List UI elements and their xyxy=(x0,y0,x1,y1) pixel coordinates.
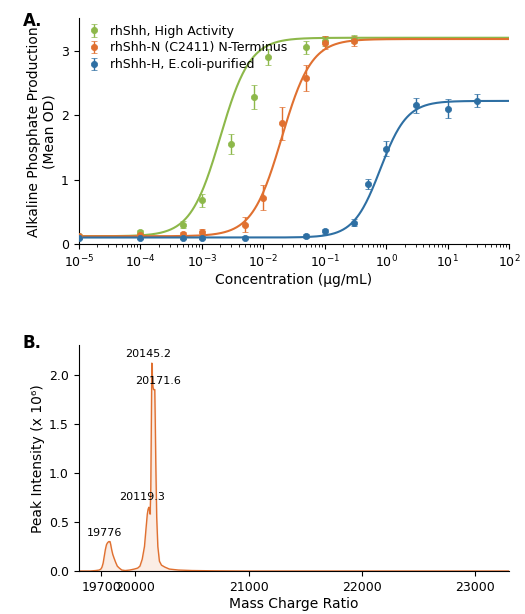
X-axis label: Mass Charge Ratio: Mass Charge Ratio xyxy=(229,597,359,610)
Text: A.: A. xyxy=(23,12,43,29)
X-axis label: Concentration (µg/mL): Concentration (µg/mL) xyxy=(215,273,373,287)
Y-axis label: Peak Intensity (x 10⁶): Peak Intensity (x 10⁶) xyxy=(31,384,45,532)
Text: 20171.6: 20171.6 xyxy=(135,376,181,386)
Text: 20119.3: 20119.3 xyxy=(119,492,165,502)
Legend: rhShh, High Activity, rhShh-N (C2411) N-Terminus, rhShh-H, E.coli-purified: rhShh, High Activity, rhShh-N (C2411) N-… xyxy=(85,25,287,71)
Text: 20145.2: 20145.2 xyxy=(125,349,171,359)
Text: B.: B. xyxy=(23,334,42,352)
Y-axis label: Alkaline Phosphate Production
(Mean OD): Alkaline Phosphate Production (Mean OD) xyxy=(27,26,57,236)
Text: 19776: 19776 xyxy=(87,527,122,538)
